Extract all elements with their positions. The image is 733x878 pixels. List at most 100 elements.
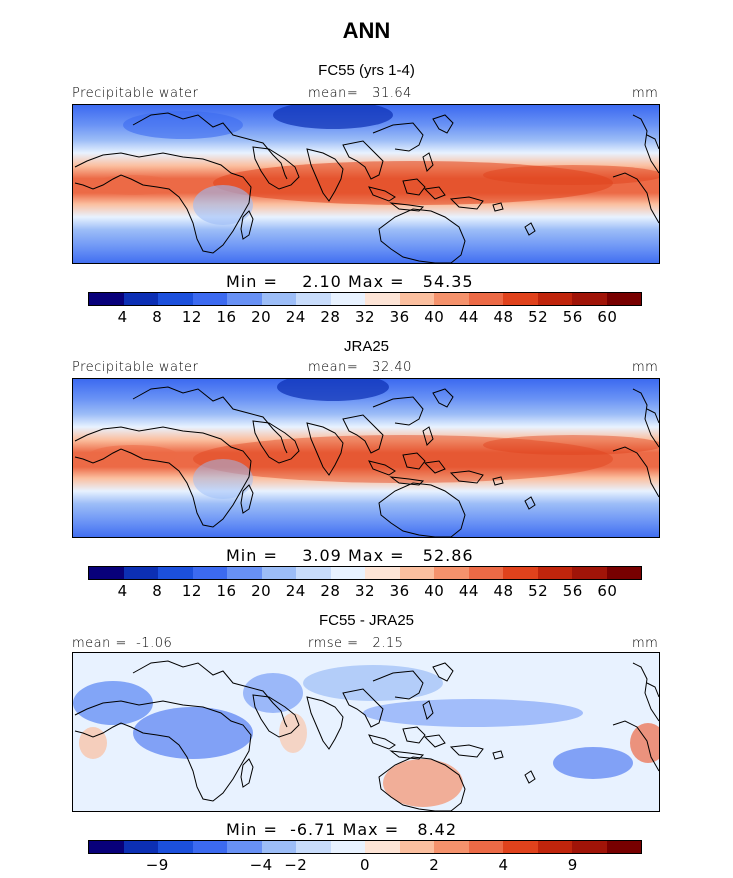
colorbar-swatch xyxy=(227,841,262,853)
colorbar-tick-label: 44 xyxy=(458,308,479,326)
colorbar-swatch xyxy=(399,293,434,305)
colorbar-swatch xyxy=(365,841,400,853)
colorbar-swatch xyxy=(537,567,572,579)
minmax-diff: Min = -6.71 Max = 8.42 xyxy=(226,820,458,839)
colorbar-tick-label: 56 xyxy=(562,582,583,600)
colorbar-swatch xyxy=(158,841,193,853)
colorbar-tick-label: 28 xyxy=(320,582,341,600)
colorbar-tick-label: 28 xyxy=(320,308,341,326)
colorbar-tick-label: 4 xyxy=(117,582,128,600)
colorbar-tick-label: −9 xyxy=(145,856,169,874)
mean-label: mean= 32.40 xyxy=(308,360,412,375)
colorbar-tick-label: 8 xyxy=(152,582,163,600)
colorbar-tick-label: 12 xyxy=(181,582,202,600)
colorbar-swatch xyxy=(503,293,538,305)
colorbar-tick-label: 40 xyxy=(424,582,445,600)
variable-label: Precipitable water xyxy=(72,86,199,101)
colorbar-swatch xyxy=(537,293,572,305)
rmse-label: rmse = 2.15 xyxy=(308,636,404,651)
colorbar-tick-label: 8 xyxy=(152,308,163,326)
colorbar-swatch xyxy=(158,293,193,305)
colorbar-swatch xyxy=(572,293,607,305)
colorbar-tick-label: −2 xyxy=(284,856,308,874)
colorbar-tick-label: 44 xyxy=(458,582,479,600)
colorbar-tick-label: 48 xyxy=(493,308,514,326)
colorbar-labels-diff: −9 −4 −2 0 2 4 9 xyxy=(88,856,642,876)
colorbar-swatch xyxy=(123,567,158,579)
colorbar-swatch xyxy=(89,567,124,579)
colorbar-swatch xyxy=(330,567,365,579)
colorbar-labels-fc55: 4 8 12 16 20 24 28 32 36 40 44 48 52 56 60 xyxy=(88,308,642,328)
colorbar-tick-label: 40 xyxy=(424,308,445,326)
colorbar-swatch xyxy=(261,567,296,579)
colorbar-swatch xyxy=(606,293,641,305)
colorbar-swatch xyxy=(365,293,400,305)
colorbar-swatch xyxy=(330,841,365,853)
figure-title: ANN xyxy=(342,18,391,43)
colorbar-swatch xyxy=(192,841,227,853)
colorbar-tick-label: 20 xyxy=(251,582,272,600)
colorbar-diff xyxy=(88,840,642,854)
colorbar-tick-label: 4 xyxy=(117,308,128,326)
colorbar-swatch xyxy=(399,841,434,853)
colorbar-swatch xyxy=(261,841,296,853)
colorbar-swatch xyxy=(261,293,296,305)
colorbar-swatch xyxy=(503,841,538,853)
colorbar-tick-label: 56 xyxy=(562,308,583,326)
colorbar-swatch xyxy=(503,567,538,579)
colorbar-tick-label: 36 xyxy=(389,582,410,600)
colorbar-tick-label: 60 xyxy=(597,582,618,600)
colorbar-swatch xyxy=(330,293,365,305)
minmax-jra25: Min = 3.09 Max = 52.86 xyxy=(226,546,474,565)
colorbar-swatch xyxy=(123,293,158,305)
colorbar-swatch xyxy=(468,567,503,579)
colorbar-swatch xyxy=(89,841,124,853)
colorbar-swatch xyxy=(227,293,262,305)
colorbar-tick-label: 0 xyxy=(359,856,371,874)
colorbar-fc55 xyxy=(88,292,642,306)
colorbar-swatch xyxy=(434,293,469,305)
colorbar-tick-label: 9 xyxy=(567,856,578,874)
map-fc55 xyxy=(72,104,660,264)
panel-title-jra25: JRA25 xyxy=(343,338,390,355)
colorbar-tick-label: 2 xyxy=(429,856,440,874)
colorbar-swatch xyxy=(572,841,607,853)
map-diff xyxy=(72,652,660,812)
colorbar-tick-label: 16 xyxy=(216,308,237,326)
units-label: mm xyxy=(632,86,659,101)
colorbar-jra25 xyxy=(88,566,642,580)
colorbar-tick-label: 52 xyxy=(528,582,549,600)
colorbar-swatch xyxy=(468,841,503,853)
colorbar-swatch xyxy=(434,841,469,853)
colorbar-swatch xyxy=(468,293,503,305)
colorbar-swatch xyxy=(434,567,469,579)
colorbar-swatch xyxy=(89,293,124,305)
colorbar-swatch xyxy=(123,841,158,853)
colorbar-swatch xyxy=(192,293,227,305)
colorbar-tick-label: 36 xyxy=(389,308,410,326)
colorbar-swatch xyxy=(606,567,641,579)
colorbar-swatch xyxy=(227,567,262,579)
variable-label: Precipitable water xyxy=(72,360,199,375)
colorbar-tick-label: 12 xyxy=(181,308,202,326)
panel-title-fc55: FC55 (yrs 1-4) xyxy=(318,62,415,79)
mean-label: mean = -1.06 xyxy=(72,636,173,651)
colorbar-tick-label: 32 xyxy=(354,582,376,600)
mean-label: mean= 31.64 xyxy=(308,86,412,101)
colorbar-tick-label: −4 xyxy=(249,856,273,874)
colorbar-swatch xyxy=(365,567,400,579)
colorbar-tick-label: 24 xyxy=(285,308,306,326)
panel-title-diff: FC55 - JRA25 xyxy=(318,612,415,629)
colorbar-tick-label: 4 xyxy=(498,856,509,874)
colorbar-labels-jra25: 4 8 12 16 20 24 28 32 36 40 44 48 52 56 60 xyxy=(88,582,642,602)
colorbar-tick-label: 16 xyxy=(216,582,237,600)
colorbar-swatch xyxy=(537,841,572,853)
map-jra25 xyxy=(72,378,660,538)
colorbar-tick-label: 32 xyxy=(354,308,376,326)
colorbar-tick-label: 24 xyxy=(285,582,306,600)
colorbar-tick-label: 60 xyxy=(597,308,618,326)
colorbar-swatch xyxy=(158,567,193,579)
minmax-fc55: Min = 2.10 Max = 54.35 xyxy=(226,272,474,291)
colorbar-swatch xyxy=(606,841,641,853)
colorbar-tick-label: 20 xyxy=(251,308,272,326)
